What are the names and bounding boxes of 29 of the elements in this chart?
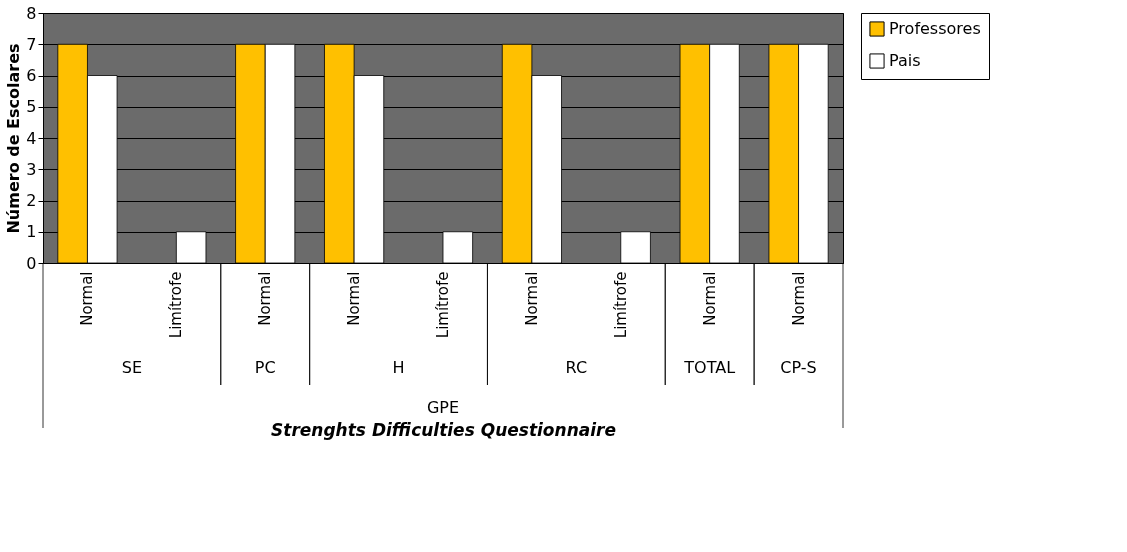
legend-label: Pais bbox=[889, 51, 921, 70]
x-tick-label: Normal bbox=[256, 271, 275, 326]
text: PC bbox=[254, 358, 276, 377]
x-tick-label: Normal bbox=[78, 271, 97, 326]
y-tick-label: 6 bbox=[26, 66, 37, 85]
x-axis-title: Strenghts Difficulties Questionnaire bbox=[271, 420, 616, 441]
x-tick-label: Normal bbox=[700, 271, 719, 326]
x-tick-label: Limítrofe bbox=[434, 271, 452, 339]
x-tick-label: Normal bbox=[522, 271, 541, 326]
text: CP-S bbox=[780, 358, 817, 377]
text: GPE bbox=[426, 398, 460, 417]
text: RC bbox=[565, 358, 588, 377]
text: SE bbox=[121, 358, 143, 377]
legend-label: Professores bbox=[889, 19, 981, 38]
x-tick-label: Normal bbox=[345, 271, 364, 326]
y-tick-label: 1 bbox=[26, 222, 37, 242]
y-tick-label: 0 bbox=[26, 253, 37, 273]
y-tick-label: 8 bbox=[26, 3, 37, 23]
y-tick-label: 7 bbox=[26, 34, 37, 54]
y-tick-label: 2 bbox=[26, 191, 37, 210]
y-tick-label: 5 bbox=[26, 97, 37, 117]
text: TOTAL bbox=[683, 358, 736, 377]
y-tick-label: 4 bbox=[26, 128, 37, 148]
x-tick-label: Normal bbox=[789, 271, 808, 326]
y-axis-title: Número de Escolares bbox=[4, 43, 24, 234]
x-tick-label: Limítrofe bbox=[611, 271, 630, 339]
x-tick-label: Limítrofe bbox=[167, 271, 186, 339]
y-tick-label: 3 bbox=[26, 159, 37, 179]
text: H bbox=[392, 358, 405, 377]
